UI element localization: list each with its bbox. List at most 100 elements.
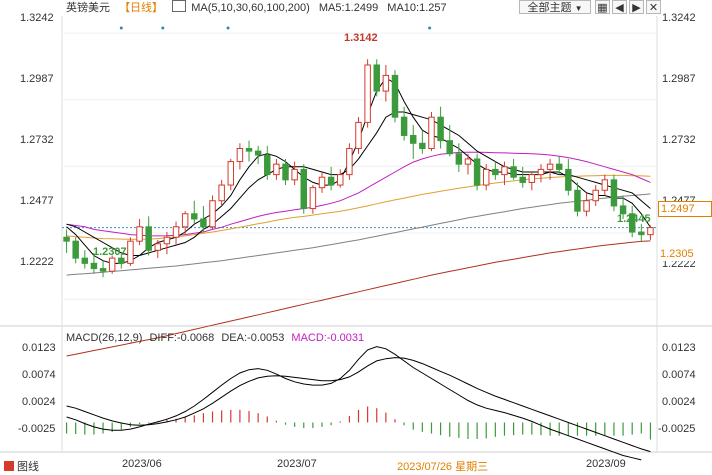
event-marker-icon [119, 26, 123, 30]
candle-body [309, 187, 317, 210]
candle-body [163, 236, 171, 245]
candle-body [81, 257, 89, 264]
candle-body [555, 163, 563, 170]
y-tick-left: 1.2477 [20, 195, 54, 207]
candle-body [492, 168, 499, 176]
candle-body [72, 240, 79, 259]
chart-legend-icon [4, 461, 14, 471]
y-tick-right: 1.2987 [662, 73, 696, 85]
candle-body [200, 218, 207, 228]
candle-body [382, 74, 390, 92]
candle-body [99, 268, 107, 272]
candle-body [391, 74, 399, 118]
macd-tick-right: 0.0074 [662, 369, 696, 381]
candle-body [501, 166, 508, 176]
candle-body [428, 116, 435, 150]
candle-body [145, 226, 152, 251]
event-marker-icon [226, 26, 230, 30]
candle-body [318, 176, 326, 189]
period-label[interactable]: 【日线】 [119, 2, 164, 14]
chart-legend-label[interactable]: 图线 [4, 458, 39, 474]
candle-body [419, 142, 426, 150]
ma10-line [66, 111, 651, 256]
right-arrow-icon[interactable]: ▶ [629, 0, 644, 14]
candle-body [346, 148, 353, 176]
macd-tick-left: 0.0074 [22, 369, 56, 381]
topic-button[interactable]: 全部主题 ▼ [519, 0, 591, 14]
ma-icon [172, 0, 187, 12]
symbol-name: 英镑美元 [66, 2, 110, 14]
candle-body [127, 240, 134, 264]
y-tick-left: 1.2222 [20, 256, 54, 268]
candle-body [181, 213, 189, 228]
candle-body [191, 213, 198, 220]
macd-tick-left: 0.0123 [22, 342, 56, 354]
candle-body [264, 154, 271, 176]
macd-tick-right: 0.0123 [662, 342, 696, 354]
candle-body [546, 163, 554, 170]
macd-tick-right: -0.0025 [658, 423, 696, 435]
candle-body [291, 168, 298, 181]
candle-body [647, 227, 654, 236]
candle-body [610, 179, 618, 207]
macd-dea: DEA:-0.0053 [221, 332, 285, 344]
x-label: 2023/09 [586, 458, 626, 470]
macd-tick-left: -0.0025 [18, 423, 56, 435]
macd-config[interactable]: MACD(26,12,9) [66, 332, 143, 344]
chart-header: 英镑美元 【日线】 MA(5,10,30,60,100,200) MA5:1.2… [66, 0, 453, 16]
candle-body [254, 150, 262, 156]
y-tick-right: 1.3242 [662, 12, 696, 24]
candle-body [90, 262, 98, 270]
candle-body [601, 179, 609, 191]
macd-header: MACD(26,12,9) DIFF:-0.0068 DEA:-0.0053 M… [66, 330, 368, 346]
event-marker-icon [428, 26, 432, 30]
candle-body [218, 184, 225, 202]
candle-body [400, 116, 408, 136]
candle-body [510, 166, 517, 178]
candle-body [565, 168, 572, 191]
candle-body [410, 134, 417, 144]
event-marker-icon [161, 26, 165, 30]
y-tick-right: 1.2732 [662, 134, 696, 146]
candle-body [473, 158, 481, 186]
candle-body [446, 140, 453, 155]
ma200-line [66, 240, 651, 357]
ma30-line [66, 151, 651, 237]
candle-body [337, 174, 344, 186]
ma100-line [66, 193, 651, 276]
candle-body [282, 163, 289, 181]
candle-body [209, 200, 216, 228]
candle-body [638, 231, 645, 236]
candle-body [172, 226, 180, 238]
candle-body [136, 226, 143, 242]
high-annotation: 1.3142 [344, 32, 378, 44]
ma60-line [66, 174, 651, 240]
candle-body [327, 176, 335, 186]
candle-body [273, 163, 280, 176]
close-icon[interactable]: ✕ [646, 0, 661, 14]
candle-body [583, 200, 590, 212]
candle-body [63, 236, 70, 242]
grid-icon[interactable]: ▦ [595, 0, 610, 14]
left-arrow-icon[interactable]: ◀ [612, 0, 627, 14]
candle-body [118, 257, 125, 264]
ma5-value: MA5:1.2499 [318, 2, 379, 14]
y-tick-left: 1.2732 [20, 134, 54, 146]
candle-body [108, 257, 116, 272]
reference-price-tag: 1.2305 [658, 247, 710, 261]
candle-body [455, 153, 463, 165]
candle-body [154, 243, 162, 251]
macd-tick-left: 0.0024 [22, 396, 56, 408]
ma-config[interactable]: MA(5,10,30,60,100,200) [191, 2, 310, 14]
candle-body [628, 213, 636, 233]
candle-body [574, 189, 581, 212]
x-label: 2023/06 [122, 458, 162, 470]
candle-body [464, 158, 472, 165]
macd-value: MACD:-0.0031 [291, 332, 365, 344]
candle-body [592, 189, 599, 202]
candle-body [519, 176, 526, 183]
candle-body [364, 64, 371, 123]
candle-body [528, 174, 536, 183]
